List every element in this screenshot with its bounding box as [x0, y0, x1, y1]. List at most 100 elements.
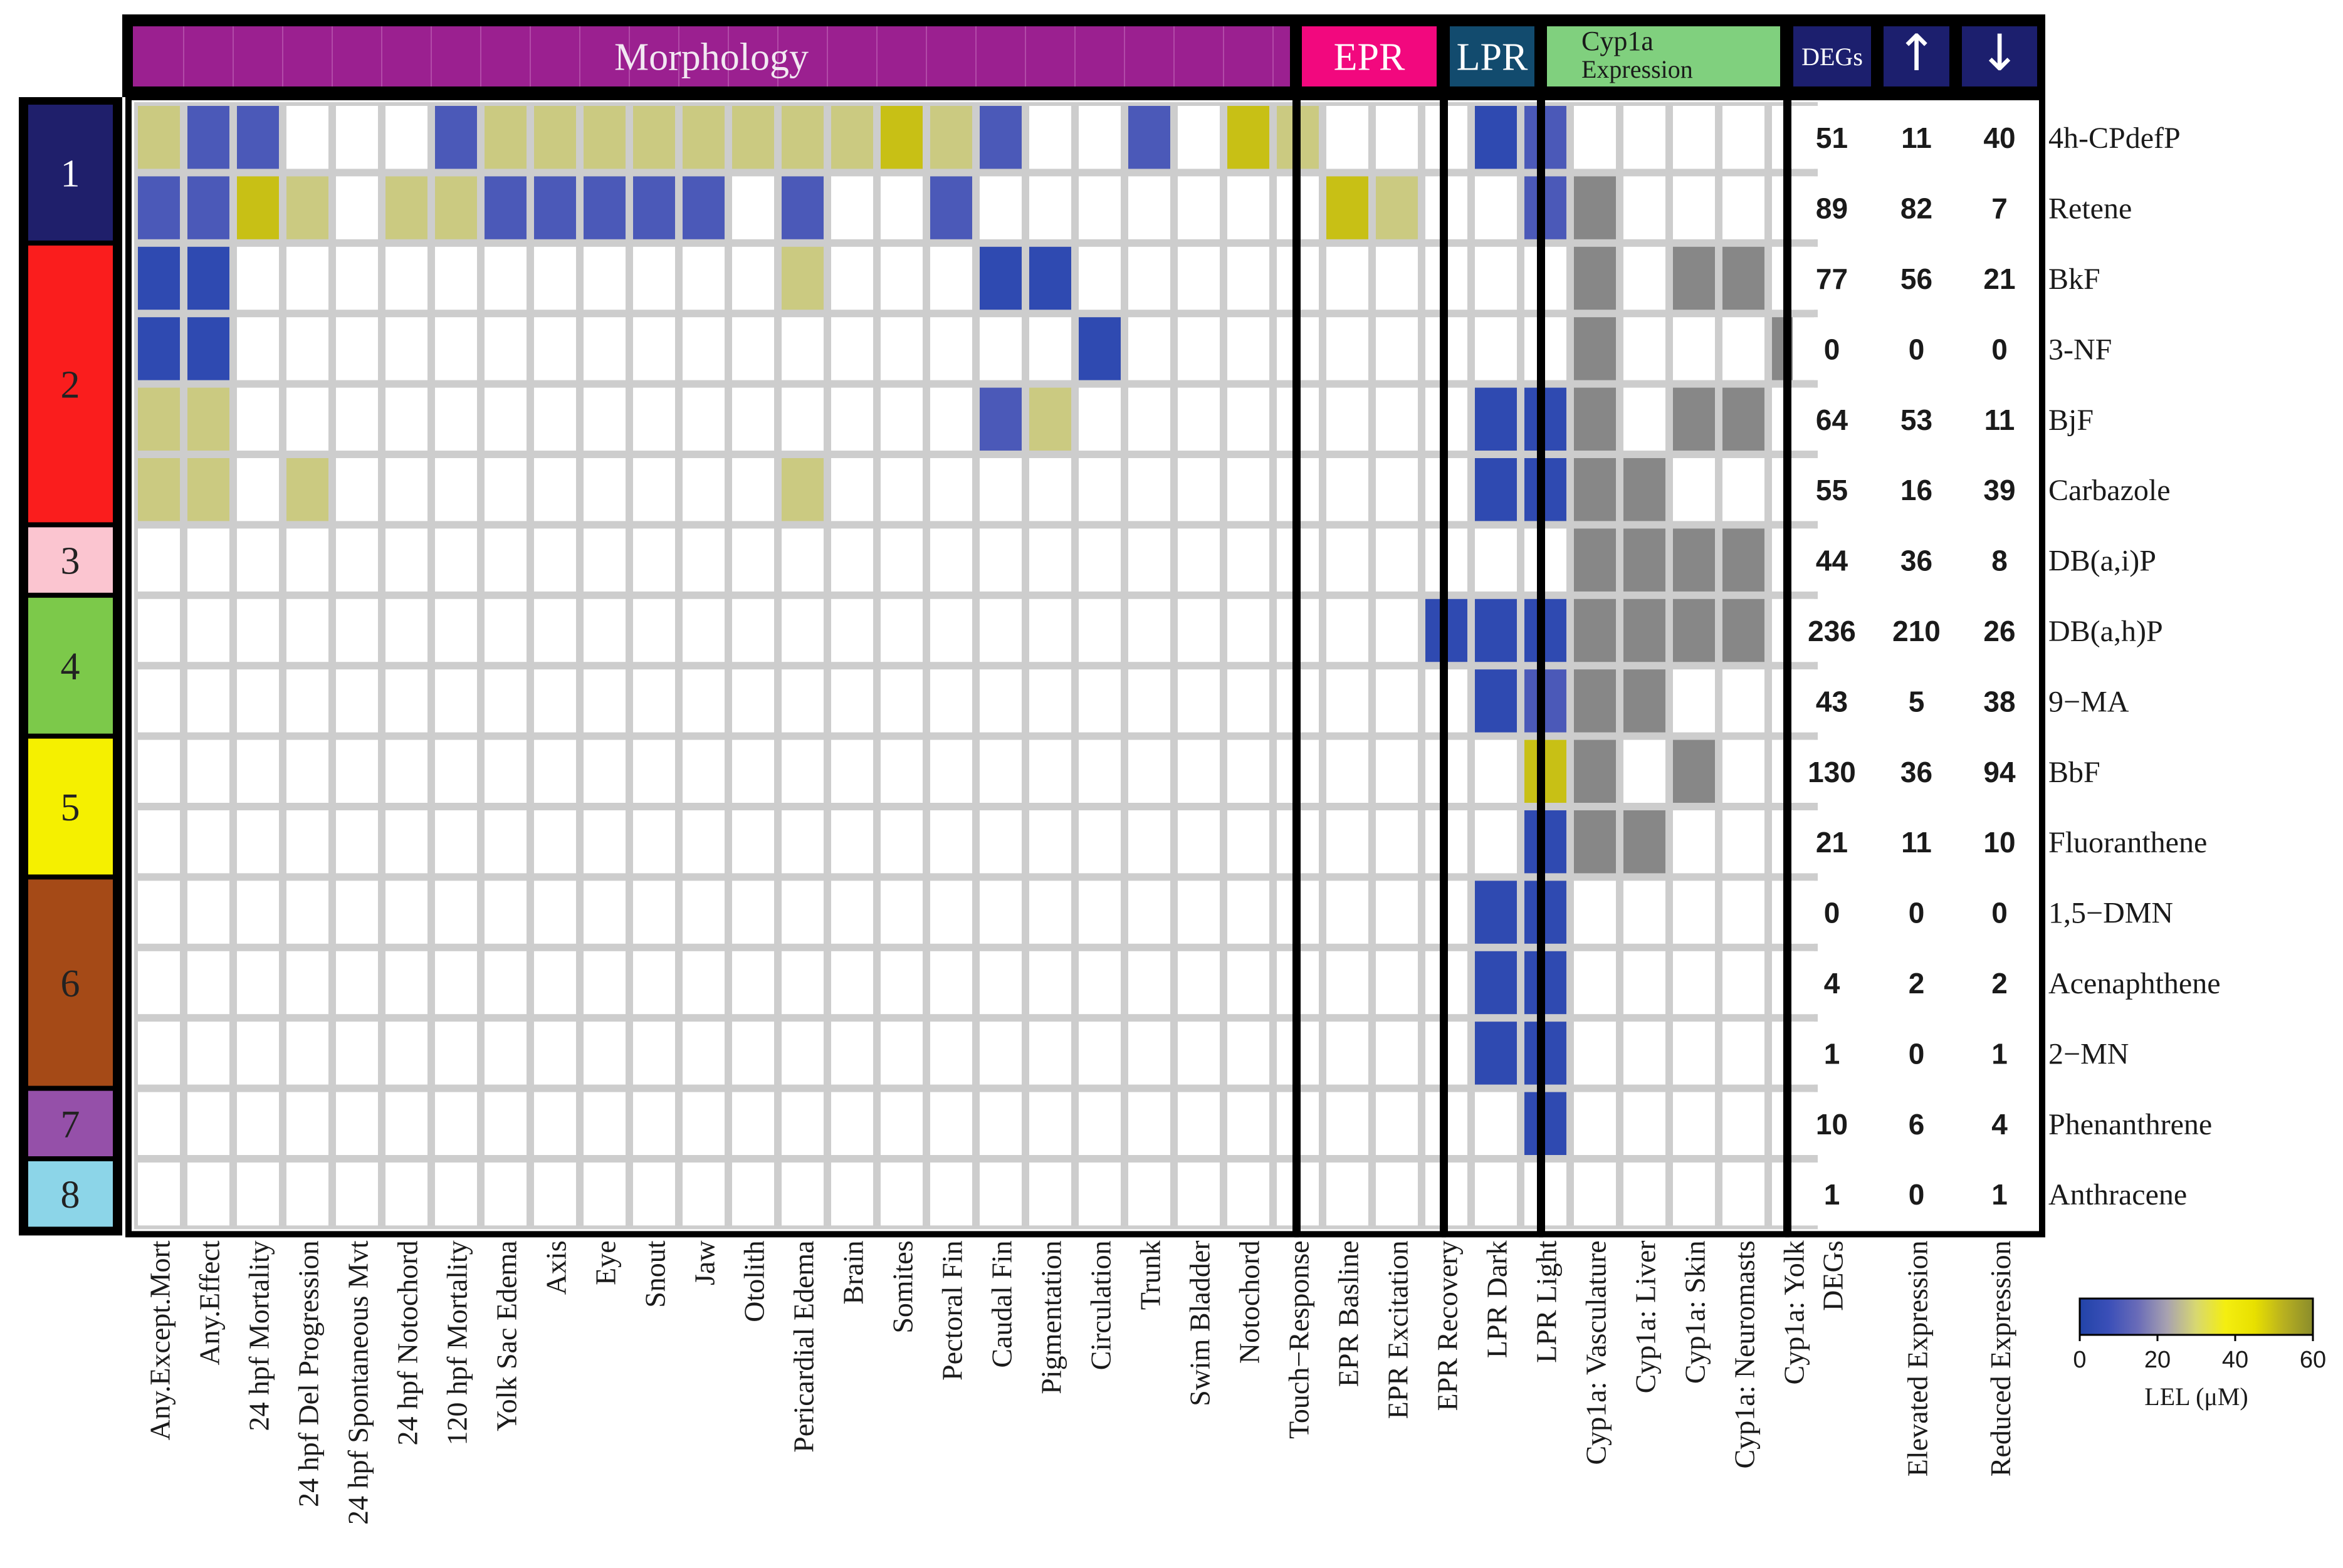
deg-value: 89 [1816, 192, 1848, 225]
heatmap-cell [1227, 387, 1269, 451]
heatmap-cell [1029, 881, 1071, 944]
heatmap-cell [881, 176, 923, 239]
heatmap-cell [1227, 1022, 1269, 1085]
heatmap-cell [485, 810, 527, 874]
column-label: Notochord [1234, 1240, 1266, 1364]
heatmap-cell [930, 740, 972, 803]
heatmap-cell [534, 669, 576, 733]
heatmap-cell [1722, 1022, 1764, 1085]
deg-value: 1 [1991, 1037, 2008, 1070]
heatmap-cell [1623, 1163, 1665, 1226]
heatmap-cell [485, 951, 527, 1015]
heatmap-cell [138, 1092, 180, 1155]
heatmap-cell [1574, 176, 1616, 239]
heatmap-cell [831, 740, 873, 803]
heatmap-cell [732, 598, 774, 662]
deg-cell [1793, 669, 1871, 733]
heatmap-cell [1227, 1092, 1269, 1155]
heatmap-cell [1376, 1092, 1418, 1155]
heatmap-cell [782, 317, 824, 380]
heatmap-cell [683, 740, 725, 803]
heatmap-cell [534, 1163, 576, 1226]
deg-cell [1884, 106, 1949, 169]
deg-value: 21 [1816, 826, 1848, 859]
heatmap-cell [286, 106, 328, 169]
heatmap-cell [1574, 528, 1616, 592]
colorbar-title: LEL (μM) [2144, 1382, 2248, 1411]
heatmap-cell [683, 669, 725, 733]
heatmap-cell [336, 1022, 378, 1085]
heatmap-cell [1178, 176, 1220, 239]
heatmap-cell [286, 881, 328, 944]
heatmap-cell [930, 246, 972, 310]
heatmap-cell [881, 669, 923, 733]
heatmap-cell [237, 1163, 279, 1226]
heatmap-cell [831, 951, 873, 1015]
heatmap-cell [1574, 106, 1616, 169]
heatmap-cell [1128, 106, 1170, 169]
deg-cell [1793, 317, 1871, 380]
heatmap-cell [1178, 669, 1220, 733]
heatmap-cell [1376, 176, 1418, 239]
deg-cell [1962, 810, 2037, 874]
row-label: Anthracene [2048, 1178, 2187, 1211]
heatmap-cell [1574, 387, 1616, 451]
heatmap-cell [683, 1022, 725, 1085]
heatmap-cell [1079, 669, 1121, 733]
row-label: BbF [2048, 756, 2100, 789]
deg-cell [1884, 740, 1949, 803]
deg-value: 0 [1909, 1178, 1925, 1211]
deg-value: 53 [1900, 404, 1932, 436]
heatmap-cell [286, 528, 328, 592]
heatmap-cell [683, 176, 725, 239]
heatmap-cell [633, 1092, 675, 1155]
arrow-header: ↓ [1962, 24, 2037, 86]
heatmap-cell [1227, 669, 1269, 733]
arrow-header: ↑ [1884, 24, 1949, 86]
heatmap-cell [385, 458, 427, 521]
heatmap-cell [1673, 669, 1715, 733]
deg-value: 38 [1983, 685, 2015, 718]
column-label: Circulation [1085, 1240, 1117, 1370]
deg-cell [1793, 176, 1871, 239]
heatmap-cell [980, 387, 1022, 451]
heatmap-cell [336, 598, 378, 662]
heatmap-cell [782, 598, 824, 662]
colorbar-tick-label: 0 [2073, 1347, 2086, 1373]
heatmap-cell [683, 317, 725, 380]
heatmap-cell [1079, 810, 1121, 874]
heatmap-cell [1079, 1022, 1121, 1085]
column-label: EPR Recovery [1432, 1240, 1464, 1411]
heatmap-cell [584, 740, 626, 803]
heatmap-cell [881, 810, 923, 874]
heatmap-cell [1722, 740, 1764, 803]
heatmap-cell [1079, 106, 1121, 169]
heatmap-cell [1029, 598, 1071, 662]
column-label: Trunk [1135, 1240, 1166, 1310]
group-header-fill [1450, 26, 1534, 86]
heatmap-cell [336, 317, 378, 380]
heatmap-cell [1326, 881, 1368, 944]
colorbar-tick-label: 60 [2300, 1347, 2326, 1373]
heatmap-cell [138, 106, 180, 169]
heatmap-cell [584, 881, 626, 944]
heatmap-cell [485, 317, 527, 380]
row-label: Acenaphthene [2048, 967, 2221, 1000]
heatmap-cell [782, 881, 824, 944]
heatmap-cell [633, 740, 675, 803]
heatmap-cell [930, 951, 972, 1015]
heatmap-cell [237, 246, 279, 310]
heatmap-cell [237, 1022, 279, 1085]
heatmap-cell [336, 176, 378, 239]
heatmap-cell [336, 387, 378, 451]
heatmap-cell [930, 317, 972, 380]
cluster-label: 7 [61, 1104, 80, 1146]
deg-cell [1793, 951, 1871, 1015]
heatmap-cell [385, 1163, 427, 1226]
heatmap-cell [1326, 810, 1368, 874]
heatmap-cell [1029, 1163, 1071, 1226]
heatmap-cell [980, 810, 1022, 874]
deg-value: 40 [1983, 122, 2015, 154]
heatmap-cell [1029, 246, 1071, 310]
heatmap-cell [385, 669, 427, 733]
